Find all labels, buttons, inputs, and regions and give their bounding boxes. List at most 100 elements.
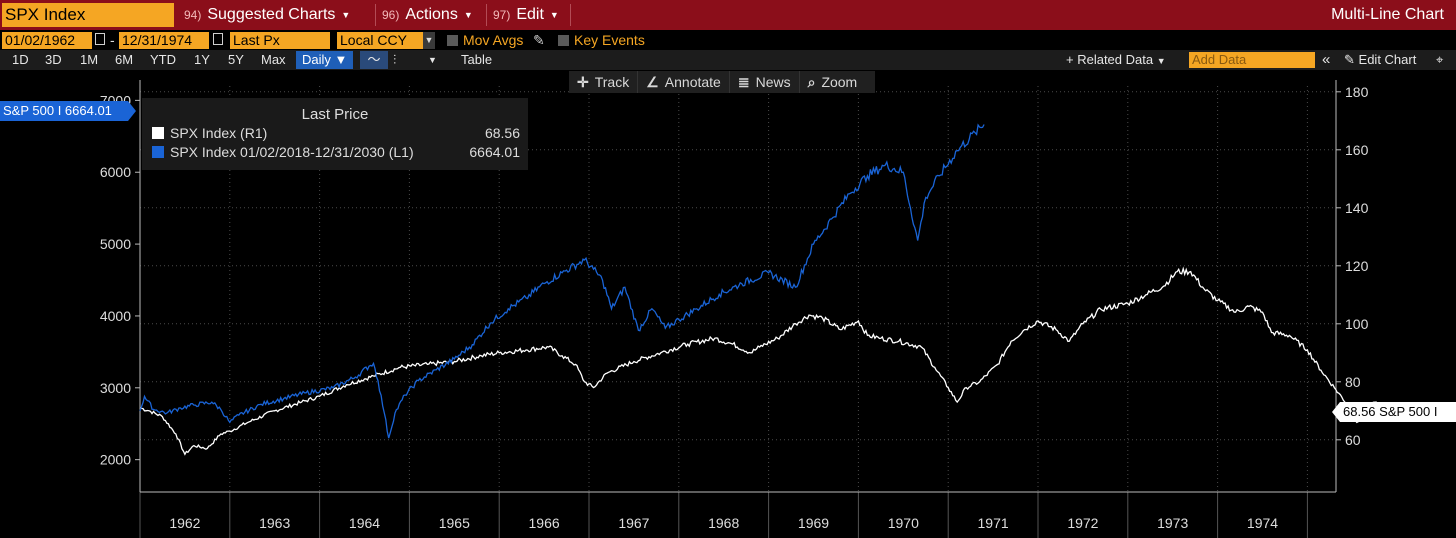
track-tool[interactable]: ✛ Track <box>569 71 639 93</box>
menu-divider <box>375 4 376 26</box>
right-tick-label: 120 <box>1345 258 1369 274</box>
legend-series-name: SPX Index (R1) <box>170 125 268 141</box>
menu-label: Actions <box>405 6 458 23</box>
spx-l1-line <box>139 123 985 439</box>
date-dash: - <box>110 32 115 48</box>
chevron-down-icon: ▼ <box>334 52 348 67</box>
actions-menu[interactable]: 96) Actions ▼ <box>382 4 473 26</box>
annotate-label: Annotate <box>664 74 721 90</box>
table-button[interactable]: Table <box>461 52 493 67</box>
mov-avgs-checkbox[interactable] <box>447 35 458 46</box>
left-tick-label: 5000 <box>100 236 131 252</box>
right-last-value-tag: 68.56 S&P 500 I <box>1332 402 1456 422</box>
left-tick-label: 6000 <box>100 164 131 180</box>
x-tick-label: 1971 <box>978 515 1009 531</box>
legend-series-value: 6664.01 <box>469 144 520 160</box>
mov-avgs-label: Mov Avgs <box>463 32 524 48</box>
menu-number: 97) <box>493 8 511 22</box>
range-1m[interactable]: 1M <box>80 52 99 67</box>
x-tick-label: 1962 <box>169 515 200 531</box>
bar-style-icon[interactable]: ⫶ <box>393 52 397 67</box>
start-date-field[interactable]: 01/02/1962 <box>2 32 92 49</box>
left-tick-label: 3000 <box>100 380 131 396</box>
range-ytd[interactable]: YTD <box>150 52 176 67</box>
title-bar <box>0 0 1456 30</box>
x-tick-label: 1967 <box>618 515 649 531</box>
edit-menu[interactable]: 97) Edit ▼ <box>493 4 559 26</box>
add-data-input[interactable]: Add Data <box>1189 52 1315 68</box>
range-6m[interactable]: 6M <box>115 52 134 67</box>
line-chart-icon[interactable]: 〜 <box>360 51 388 69</box>
left-tick-label: 4000 <box>100 308 131 324</box>
right-tick-label: 180 <box>1345 84 1369 100</box>
zoom-tool[interactable]: ⌕ Zoom <box>800 71 866 93</box>
legend-row: SPX Index (R1) 68.56 <box>152 124 520 142</box>
right-tick-label: 60 <box>1345 432 1361 448</box>
spx-r1-line <box>139 266 1403 456</box>
track-label: Track <box>594 74 630 90</box>
currency-select[interactable]: Local CCY <box>337 32 423 49</box>
right-tick-label: 80 <box>1345 374 1361 390</box>
zoom-icon: ⌕ <box>807 73 816 90</box>
range-3d[interactable]: 3D <box>45 52 62 67</box>
calendar-icon[interactable] <box>95 33 105 45</box>
x-tick-label: 1966 <box>529 515 560 531</box>
news-icon: ≣ <box>737 73 750 90</box>
zoom-label: Zoom <box>821 74 858 90</box>
menu-number: 94) <box>184 8 202 22</box>
chevron-down-icon[interactable]: ▼ <box>428 55 437 65</box>
x-tick-label: 1963 <box>259 515 290 531</box>
chevron-down-icon: ▼ <box>463 10 473 20</box>
x-tick-label: 1964 <box>349 515 380 531</box>
pencil-icon[interactable]: ✎ <box>533 32 545 48</box>
calendar-icon[interactable] <box>213 33 223 45</box>
x-tick-label: 1969 <box>798 515 829 531</box>
grid-lines <box>139 86 1336 538</box>
menu-divider <box>570 4 571 26</box>
chart-tools: ✛ Track ∠ Annotate ≣ News ⌕ Zoom <box>569 71 875 93</box>
legend-title: Last Price <box>301 106 369 123</box>
news-tool[interactable]: ≣ News <box>730 71 800 93</box>
related-data-button[interactable]: + Related Data ▼ <box>1066 51 1166 69</box>
legend-swatch <box>152 146 164 158</box>
left-last-value-tag: S&P 500 I 6664.01 <box>0 101 136 121</box>
ticker-input[interactable]: SPX Index <box>2 3 174 27</box>
annotate-tool[interactable]: ∠ Annotate <box>638 71 730 93</box>
series-lines <box>139 123 1403 456</box>
right-tick-label: 140 <box>1345 200 1369 216</box>
menu-number: 96) <box>382 8 400 22</box>
x-tick-label: 1970 <box>888 515 919 531</box>
edit-chart-label: Edit Chart <box>1358 52 1417 67</box>
range-5y[interactable]: 5Y <box>228 52 244 67</box>
key-events-label: Key Events <box>574 32 645 48</box>
axes: 2000300040005000600070006080100120140160… <box>100 80 1369 531</box>
range-max[interactable]: Max <box>261 52 286 67</box>
right-tick-label: 100 <box>1345 316 1369 332</box>
menu-label: Edit <box>516 6 544 23</box>
range-1d[interactable]: 1D <box>12 52 29 67</box>
chevron-down-icon: ▼ <box>549 10 559 20</box>
collapse-icon[interactable]: « <box>1322 51 1331 68</box>
frequency-label: Daily <box>302 52 331 67</box>
end-date-field[interactable]: 12/31/1974 <box>119 32 209 49</box>
window-title: Multi-Line Chart <box>1331 6 1444 23</box>
chart-canvas[interactable]: 2000300040005000600070006080100120140160… <box>0 70 1456 538</box>
price-field-select[interactable]: Last Px <box>230 32 330 49</box>
right-tick-label: 160 <box>1345 142 1369 158</box>
x-tick-label: 1974 <box>1247 515 1278 531</box>
key-events-checkbox[interactable] <box>558 35 569 46</box>
legend-series-value: 68.56 <box>484 125 520 141</box>
frequency-select[interactable]: Daily ▼ <box>296 51 354 69</box>
range-1y[interactable]: 1Y <box>194 52 210 67</box>
legend-series-name: SPX Index 01/02/2018-12/31/2030 (L1) <box>170 144 414 160</box>
related-data-label: + Related Data <box>1066 52 1154 67</box>
chevron-down-icon: ▼ <box>341 10 351 20</box>
chevron-down-icon: ▼ <box>1156 56 1166 66</box>
pin-icon[interactable]: ⌖ <box>1436 52 1444 67</box>
legend-row: SPX Index 01/02/2018-12/31/2030 (L1) 666… <box>152 143 520 161</box>
pencil-icon: ✎ <box>1344 52 1355 67</box>
suggested-charts-menu[interactable]: 94) Suggested Charts ▼ <box>184 4 350 26</box>
chevron-down-icon[interactable]: ▼ <box>423 32 435 49</box>
news-label: News <box>755 74 791 90</box>
edit-chart-button[interactable]: ✎ Edit Chart <box>1344 51 1416 69</box>
